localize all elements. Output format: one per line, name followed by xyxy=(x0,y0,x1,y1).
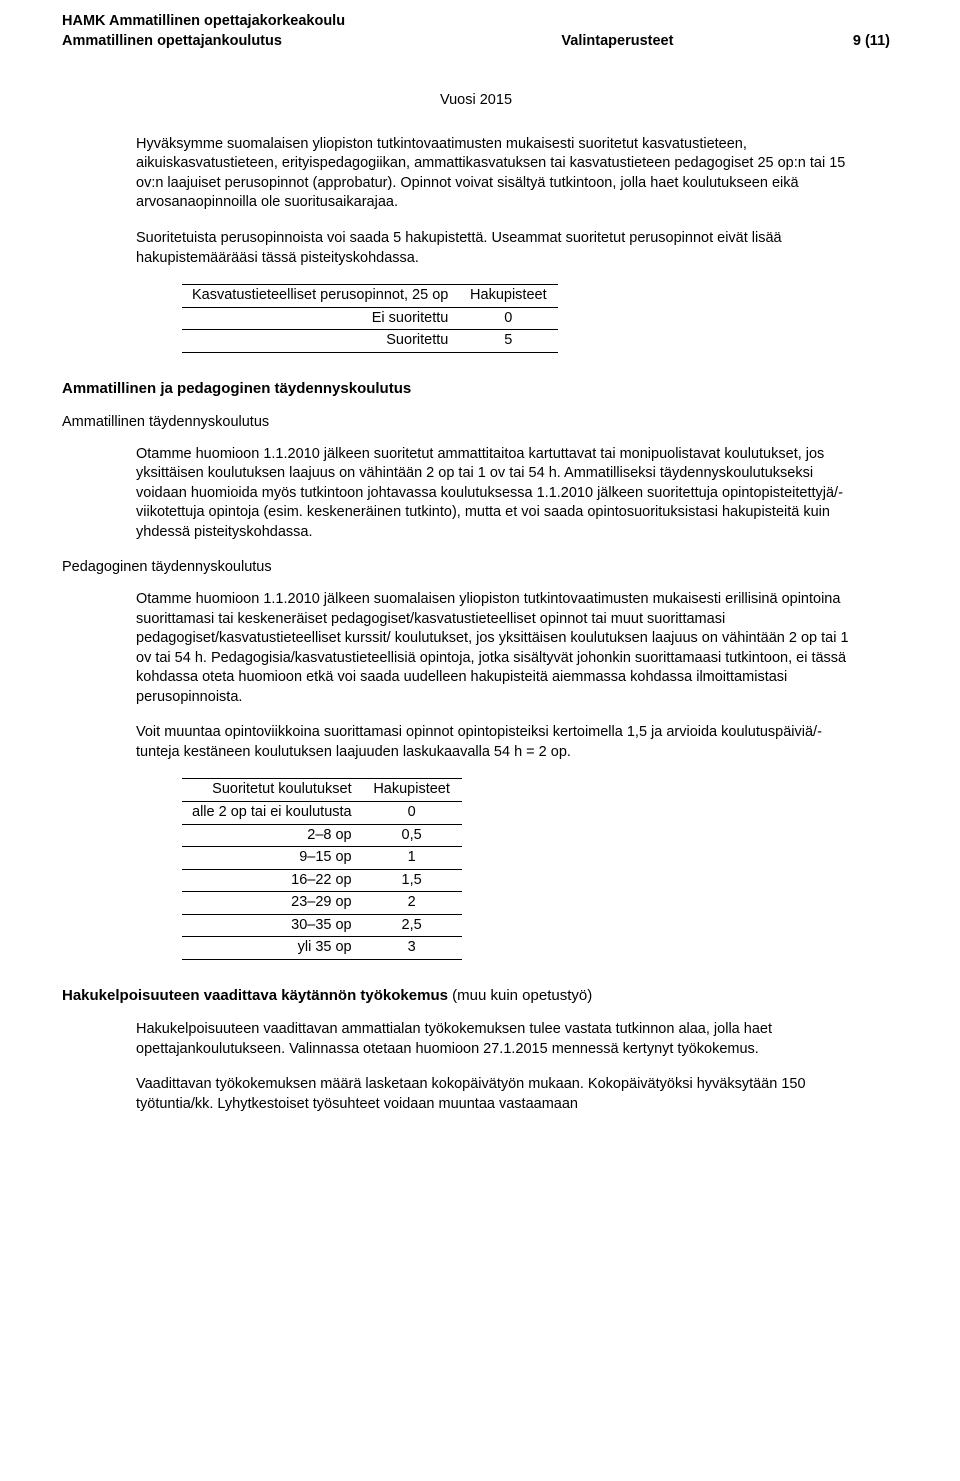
table-header-cell: Hakupisteet xyxy=(458,285,558,308)
table-cell: 9–15 op xyxy=(182,847,362,870)
pedagoginen-paragraph-1: Otamme huomioon 1.1.2010 jälkeen suomala… xyxy=(136,590,856,707)
table-cell: 0 xyxy=(362,802,462,825)
year-heading: Vuosi 2015 xyxy=(62,91,890,111)
table-cell: 1 xyxy=(362,847,462,870)
header-page-number: 9 (11) xyxy=(853,32,890,52)
table-row: yli 35 op 3 xyxy=(182,937,462,960)
hakukelp-paragraph-2: Vaadittavan työkokemuksen määrä lasketaa… xyxy=(136,1075,856,1114)
header-org-line1: HAMK Ammatillinen opettajakorkeakoulu xyxy=(62,12,890,32)
table-header-cell: Hakupisteet xyxy=(362,779,462,802)
header-doc-title: Valintaperusteet xyxy=(561,32,673,52)
header-line2: Ammatillinen opettajankoulutus Valintape… xyxy=(62,32,890,52)
table-cell: 5 xyxy=(458,330,558,353)
table-row: Suoritettu 5 xyxy=(182,330,558,353)
header-program: Ammatillinen opettajankoulutus xyxy=(62,32,282,52)
table-row: Suoritetut koulutukset Hakupisteet xyxy=(182,779,462,802)
intro-paragraph-1: Hyväksymme suomalaisen yliopiston tutkin… xyxy=(136,135,856,213)
hakukelp-heading-rest: (muu kuin opetustyö) xyxy=(448,987,592,1004)
table-row: 9–15 op 1 xyxy=(182,847,462,870)
table-cell: 23–29 op xyxy=(182,892,362,915)
table-row: Kasvatustieteelliset perusopinnot, 25 op… xyxy=(182,285,558,308)
hakukelp-paragraph-1: Hakukelpoisuuteen vaadittavan ammattiala… xyxy=(136,1020,856,1059)
table-row: Ei suoritettu 0 xyxy=(182,307,558,330)
table-row: 16–22 op 1,5 xyxy=(182,869,462,892)
table-cell: 2–8 op xyxy=(182,824,362,847)
section-heading-ammatillinen-pedagoginen: Ammatillinen ja pedagoginen täydennyskou… xyxy=(62,379,890,399)
table-cell: 16–22 op xyxy=(182,869,362,892)
subheading-pedagoginen-taydennys: Pedagoginen täydennyskoulutus xyxy=(62,558,890,578)
pedagoginen-paragraph-2: Voit muuntaa opintoviikkoina suorittamas… xyxy=(136,723,856,762)
table-cell: 30–35 op xyxy=(182,914,362,937)
table-row: 2–8 op 0,5 xyxy=(182,824,462,847)
table-cell: Ei suoritettu xyxy=(182,307,458,330)
table-cell: 1,5 xyxy=(362,869,462,892)
intro-paragraph-2: Suoritetuista perusopinnoista voi saada … xyxy=(136,229,856,268)
table-cell: 0,5 xyxy=(362,824,462,847)
hakukelp-heading-bold: Hakukelpoisuuteen vaadittava käytännön t… xyxy=(62,987,448,1004)
table-header-cell: Suoritetut koulutukset xyxy=(182,779,362,802)
table-kasvatustieteelliset-perusopinnot: Kasvatustieteelliset perusopinnot, 25 op… xyxy=(182,284,558,353)
table-cell: 2,5 xyxy=(362,914,462,937)
table-cell: Suoritettu xyxy=(182,330,458,353)
table-cell: 2 xyxy=(362,892,462,915)
section-heading-hakukelpoisuus: Hakukelpoisuuteen vaadittava käytännön t… xyxy=(62,986,890,1006)
table-row: 30–35 op 2,5 xyxy=(182,914,462,937)
table-row: alle 2 op tai ei koulutusta 0 xyxy=(182,802,462,825)
table-cell: 0 xyxy=(458,307,558,330)
table-cell: 3 xyxy=(362,937,462,960)
table-cell: alle 2 op tai ei koulutusta xyxy=(182,802,362,825)
table-suoritetut-koulutukset: Suoritetut koulutukset Hakupisteet alle … xyxy=(182,778,462,960)
subheading-ammatillinen-taydennys: Ammatillinen täydennyskoulutus xyxy=(62,413,890,433)
table-row: 23–29 op 2 xyxy=(182,892,462,915)
table-header-cell: Kasvatustieteelliset perusopinnot, 25 op xyxy=(182,285,458,308)
ammatillinen-paragraph: Otamme huomioon 1.1.2010 jälkeen suorite… xyxy=(136,445,856,543)
table-cell: yli 35 op xyxy=(182,937,362,960)
